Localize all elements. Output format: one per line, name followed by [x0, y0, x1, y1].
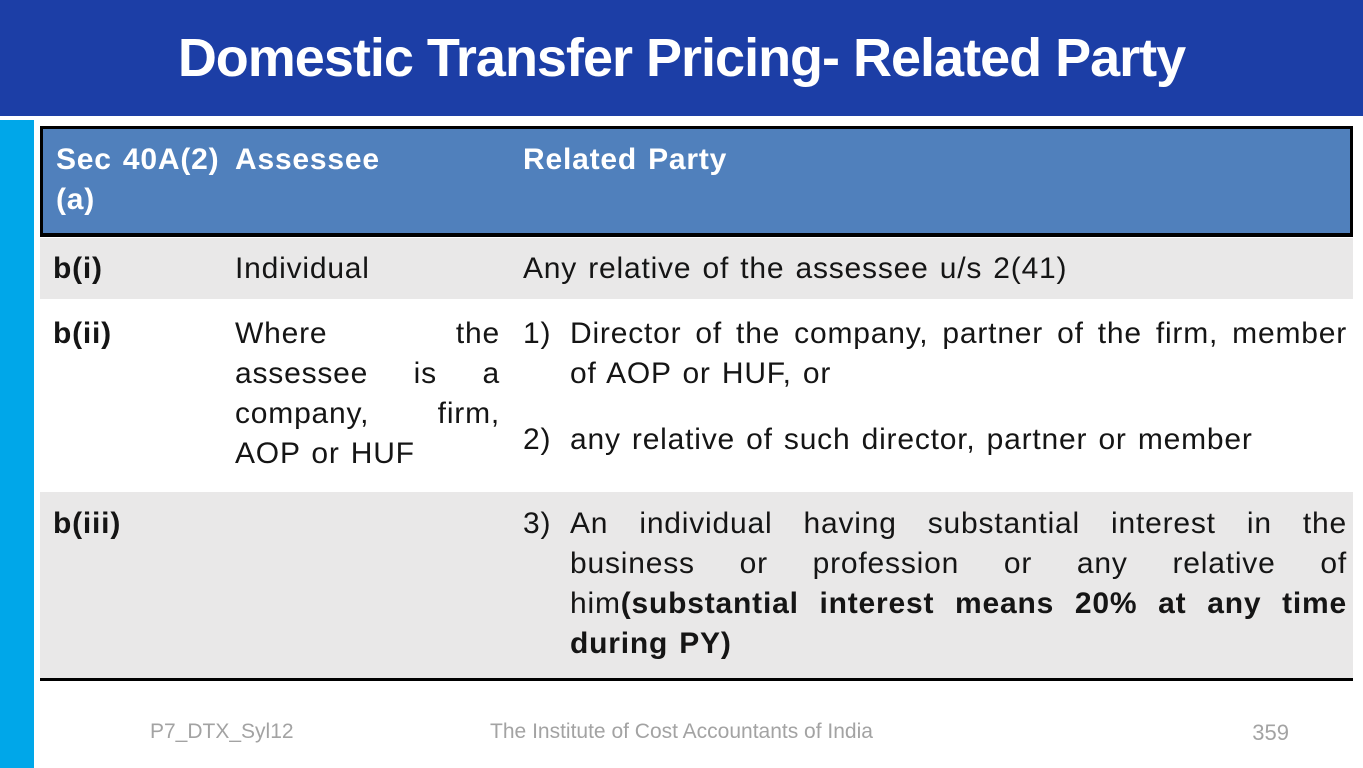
- table-row-bii: b(ii) Where the assessee is a company, f…: [40, 304, 1353, 487]
- related-party-table: Sec 40A(2)(a) Assessee Related Party b(i…: [40, 126, 1353, 681]
- footer-page-number: 359: [1252, 720, 1289, 745]
- list-item-number: 1): [523, 317, 552, 350]
- list-item-number: 3): [523, 507, 552, 540]
- list-item-text: An individual having substantial interes…: [570, 504, 1347, 664]
- cell-sec: b(i): [53, 252, 103, 285]
- cell-related-party: 1) Director of the company, partner of t…: [513, 314, 1353, 474]
- table-row-bi: b(i) Individual Any relative of the asse…: [40, 238, 1353, 299]
- slide-title: Domestic Transfer Pricing- Related Party: [177, 28, 1186, 88]
- list-item-text: any relative of such director, partner o…: [570, 423, 1253, 456]
- cell-sec: b(ii): [53, 317, 112, 350]
- cell-sec: b(iii): [53, 507, 122, 540]
- table-row-biii: b(iii) 3) An individual having substanti…: [40, 492, 1353, 681]
- title-banner: Domestic Transfer Pricing- Related Party: [0, 0, 1363, 116]
- header-cell-sec: Sec 40A(2)(a): [56, 143, 220, 216]
- left-accent-stripe: [0, 120, 34, 768]
- cell-assessee: [235, 504, 513, 664]
- header-cell-assessee: Assessee: [235, 143, 380, 176]
- list-item-text: Director of the company, partner of the …: [570, 317, 1347, 390]
- table-header-row: Sec 40A(2)(a) Assessee Related Party: [40, 126, 1353, 237]
- list-item: 2) any relative of such director, partne…: [523, 420, 1347, 460]
- cell-assessee: Individual: [235, 252, 370, 285]
- list-item: 3) An individual having substantial inte…: [523, 504, 1347, 664]
- list-item-text-bold: (substantial interest means 20% at any t…: [570, 587, 1347, 660]
- list-item-text-normal: An individual having substantial interes…: [570, 507, 1347, 620]
- header-cell-related-party: Related Party: [523, 143, 728, 176]
- cell-assessee: Where the assessee is a company, firm, A…: [235, 317, 500, 470]
- list-item-number: 2): [523, 423, 552, 456]
- cell-related-party: 3) An individual having substantial inte…: [513, 504, 1353, 664]
- list-item: 1) Director of the company, partner of t…: [523, 314, 1347, 394]
- footer-institute-name: The Institute of Cost Accountants of Ind…: [490, 720, 873, 743]
- cell-related-party: Any relative of the assessee u/s 2(41): [523, 252, 1068, 285]
- footer-document-code: P7_DTX_Syl12: [150, 720, 294, 743]
